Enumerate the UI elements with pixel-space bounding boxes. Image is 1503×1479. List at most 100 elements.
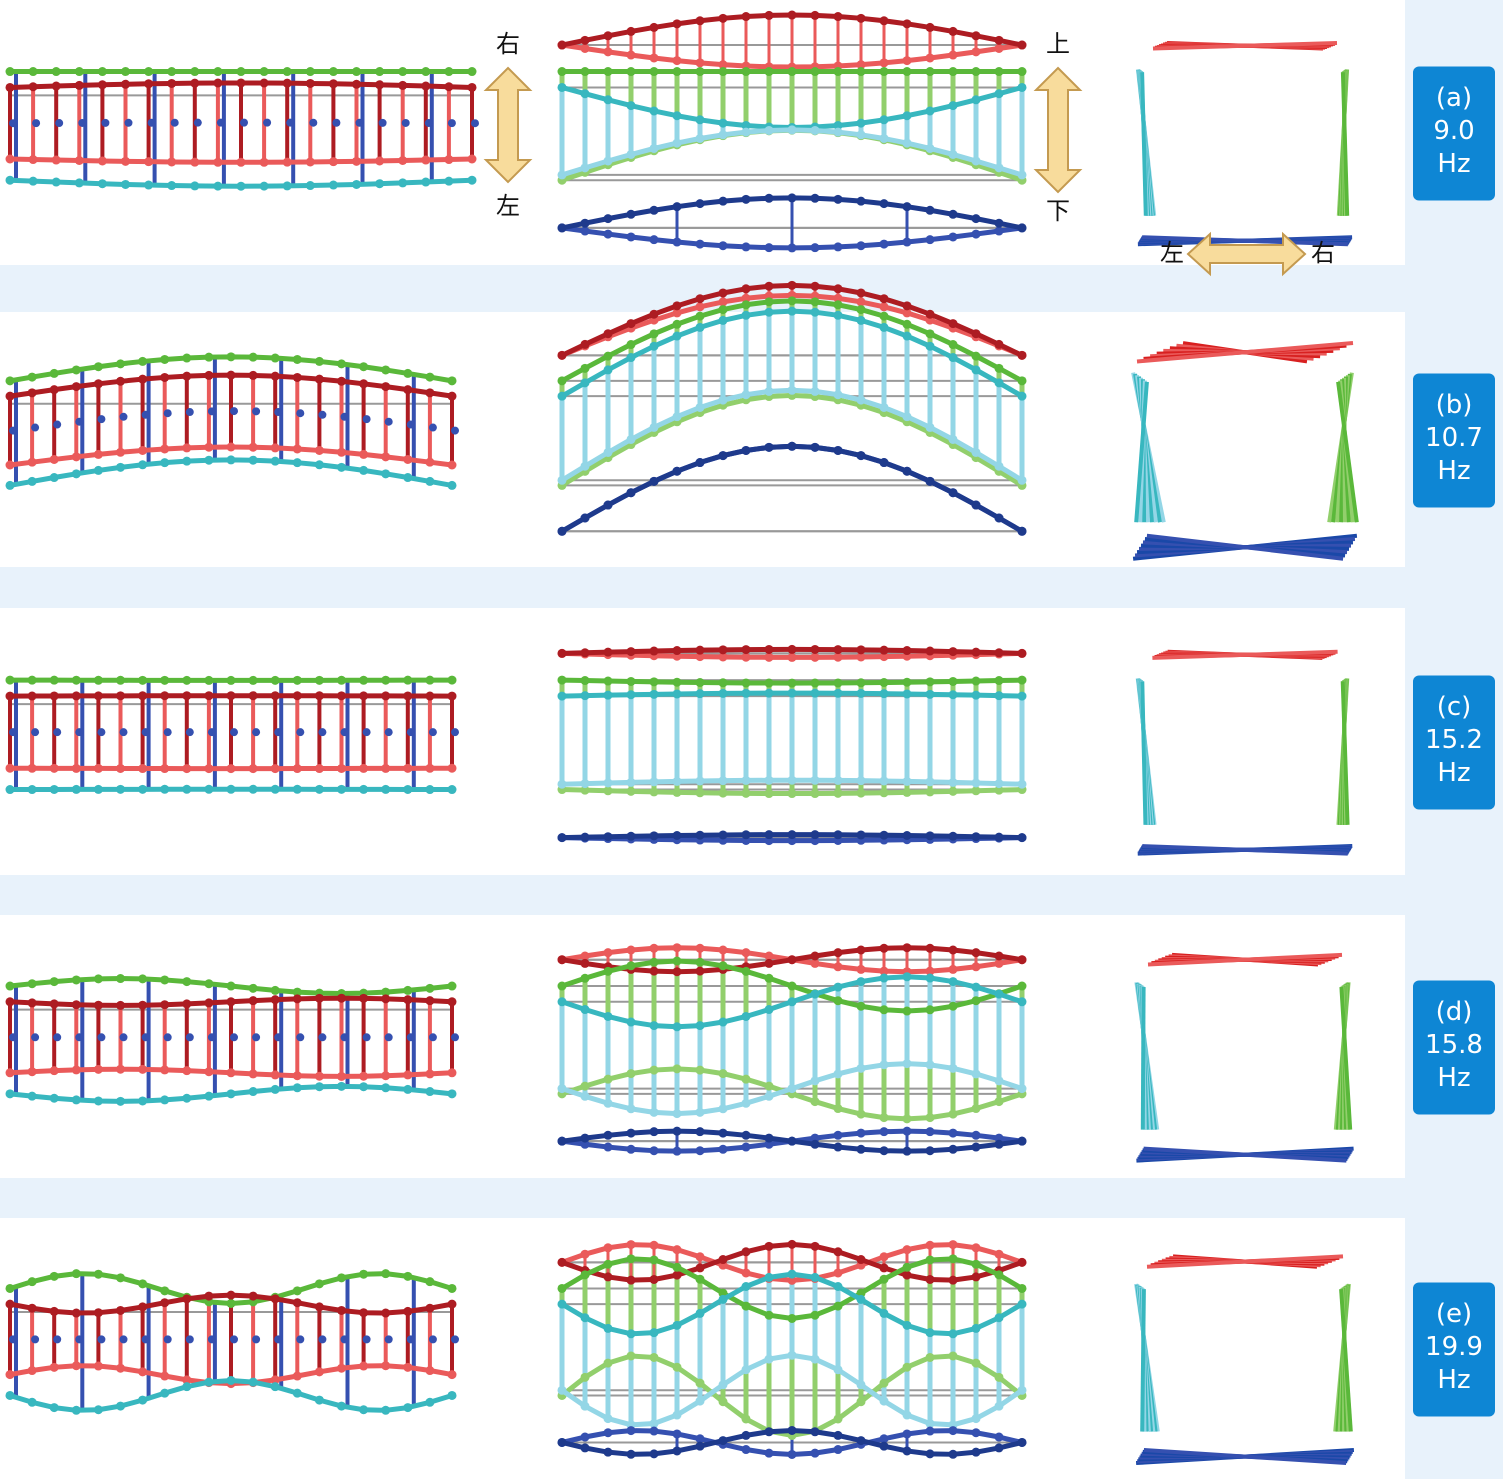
node xyxy=(226,1298,236,1308)
node xyxy=(649,341,659,351)
node xyxy=(138,1395,148,1405)
node xyxy=(741,948,751,958)
node xyxy=(425,1366,435,1376)
node xyxy=(948,977,958,987)
node xyxy=(27,675,37,685)
node xyxy=(337,447,346,457)
node xyxy=(764,678,774,688)
node xyxy=(971,962,981,972)
node xyxy=(444,82,454,92)
node xyxy=(810,1448,820,1458)
node xyxy=(971,832,981,842)
node xyxy=(230,728,238,737)
node xyxy=(787,789,797,799)
node xyxy=(626,647,636,657)
node xyxy=(626,26,636,36)
node xyxy=(787,775,797,785)
node xyxy=(167,67,177,77)
node xyxy=(5,1299,15,1309)
node xyxy=(672,1022,682,1032)
node xyxy=(672,19,682,29)
node xyxy=(649,235,659,245)
node xyxy=(381,1308,391,1318)
node xyxy=(425,1277,435,1287)
node xyxy=(948,777,958,787)
node xyxy=(5,1068,15,1078)
node xyxy=(138,675,148,685)
node xyxy=(695,957,705,967)
node xyxy=(603,31,613,41)
node xyxy=(718,118,728,128)
node xyxy=(314,1302,324,1312)
node xyxy=(557,223,567,233)
node xyxy=(5,785,15,795)
node xyxy=(856,297,866,307)
node xyxy=(718,1144,728,1154)
node xyxy=(337,993,346,1003)
node xyxy=(141,410,150,419)
node xyxy=(971,67,981,77)
node xyxy=(718,1294,728,1304)
node xyxy=(93,1000,103,1010)
node xyxy=(403,691,413,701)
node xyxy=(879,302,889,312)
node xyxy=(672,1146,682,1156)
node xyxy=(695,689,705,699)
node xyxy=(971,447,981,457)
node xyxy=(337,1305,346,1315)
node xyxy=(649,329,659,339)
node xyxy=(879,1005,889,1015)
node xyxy=(451,728,459,737)
node xyxy=(810,125,820,135)
node xyxy=(902,301,912,311)
node xyxy=(925,1419,935,1429)
node xyxy=(116,675,125,685)
node xyxy=(741,678,751,688)
node xyxy=(971,31,981,41)
badge-label: (b) xyxy=(1436,390,1473,420)
node xyxy=(649,689,659,699)
node xyxy=(994,67,1004,77)
node xyxy=(236,181,246,191)
node xyxy=(971,690,981,700)
node xyxy=(787,830,797,840)
node xyxy=(447,376,457,386)
node xyxy=(948,690,958,700)
node xyxy=(925,1328,935,1338)
node xyxy=(672,237,682,247)
node xyxy=(314,764,324,774)
node xyxy=(718,1436,728,1446)
node xyxy=(9,426,17,435)
badge-frequency: 15.2 xyxy=(1425,725,1483,755)
node xyxy=(292,1298,302,1308)
node xyxy=(971,982,981,992)
node xyxy=(833,1281,843,1291)
node xyxy=(207,407,216,416)
node xyxy=(314,445,324,455)
node xyxy=(337,763,346,773)
node xyxy=(626,1128,636,1138)
node xyxy=(557,648,567,658)
node xyxy=(833,12,843,22)
node xyxy=(764,789,774,799)
node xyxy=(925,235,935,245)
node xyxy=(557,675,567,685)
node xyxy=(764,644,774,654)
node xyxy=(381,763,391,773)
node xyxy=(833,67,843,77)
node xyxy=(160,1286,170,1296)
node xyxy=(252,728,261,737)
node xyxy=(9,728,17,737)
node xyxy=(856,1109,866,1119)
node xyxy=(994,89,1004,99)
node xyxy=(603,676,613,686)
node xyxy=(994,989,1004,999)
node xyxy=(270,675,280,685)
node xyxy=(282,67,292,77)
node xyxy=(182,764,192,774)
node xyxy=(403,385,413,395)
node xyxy=(75,1335,84,1344)
node xyxy=(787,441,797,451)
badge-label: (a) xyxy=(1436,83,1472,113)
node xyxy=(248,764,258,774)
